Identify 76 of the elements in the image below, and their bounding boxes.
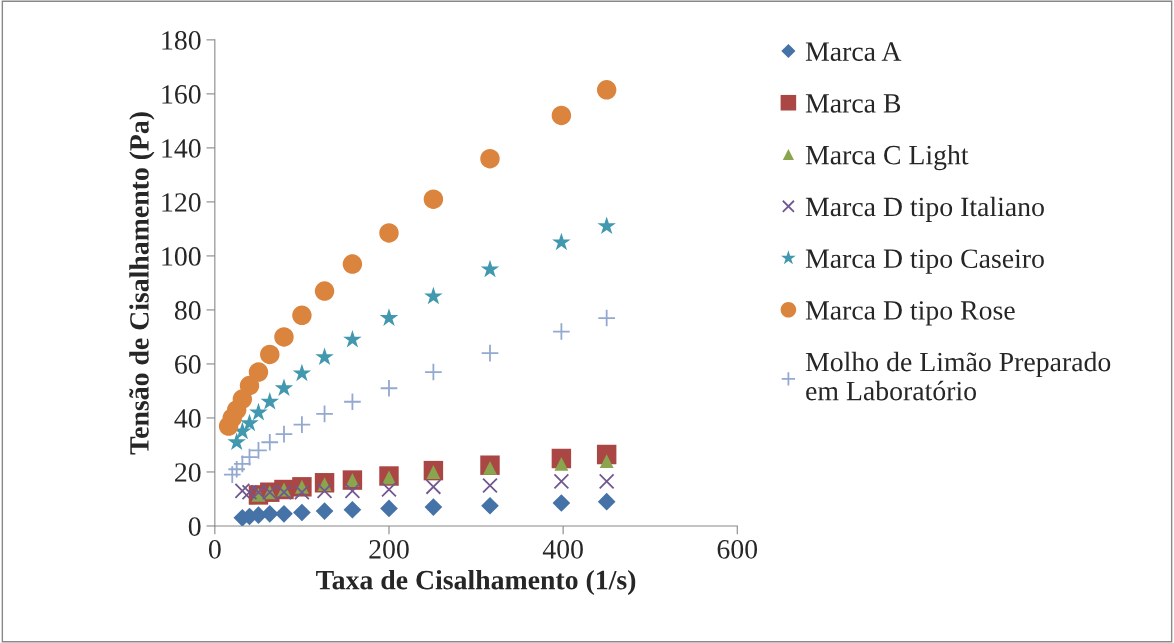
y-tick-label: 180 bbox=[162, 31, 201, 50]
x-tick-label: 0 bbox=[208, 539, 221, 559]
x-tick-label: 200 bbox=[369, 539, 409, 559]
legend-label: Marca C Light bbox=[805, 144, 969, 171]
point bbox=[240, 413, 259, 432]
y-tick-label: 120 bbox=[162, 193, 201, 212]
point bbox=[480, 259, 500, 278]
point bbox=[292, 363, 312, 382]
point bbox=[481, 496, 499, 515]
point bbox=[480, 148, 500, 169]
y-tick-label: 0 bbox=[188, 517, 201, 536]
point bbox=[227, 432, 246, 451]
y-tick-label: 100 bbox=[162, 247, 201, 266]
y-tick-label: 160 bbox=[162, 85, 201, 104]
point bbox=[482, 477, 498, 494]
point bbox=[292, 415, 312, 434]
point bbox=[241, 484, 258, 501]
point bbox=[424, 498, 443, 516]
point bbox=[598, 473, 615, 490]
point bbox=[380, 499, 398, 518]
point bbox=[597, 216, 616, 235]
point bbox=[379, 379, 399, 398]
point bbox=[315, 404, 334, 424]
point bbox=[553, 473, 570, 490]
point bbox=[552, 494, 571, 512]
point bbox=[597, 308, 616, 328]
point bbox=[260, 344, 280, 365]
y-tick-label: 20 bbox=[175, 463, 201, 482]
point bbox=[292, 305, 312, 326]
point bbox=[274, 327, 294, 347]
x-tick-label: 400 bbox=[542, 539, 583, 559]
point bbox=[552, 232, 571, 251]
point bbox=[343, 329, 362, 348]
point bbox=[315, 347, 334, 366]
point bbox=[596, 80, 617, 100]
y-tick-label: 140 bbox=[162, 139, 201, 158]
y-axis-title: Tensão de Cisalhamento (Pa) bbox=[129, 112, 155, 455]
x-tick-label: 600 bbox=[717, 539, 758, 559]
point bbox=[424, 286, 443, 305]
point bbox=[423, 189, 444, 209]
legend-label: Marca A bbox=[805, 42, 902, 61]
point bbox=[379, 308, 399, 326]
point bbox=[343, 500, 362, 519]
legend-label: Marca D tipo Rose bbox=[805, 301, 1015, 326]
y-tick-label: 80 bbox=[174, 301, 201, 320]
point bbox=[551, 105, 572, 126]
point bbox=[293, 503, 311, 522]
point bbox=[315, 502, 334, 520]
point bbox=[227, 460, 246, 479]
point bbox=[274, 424, 294, 444]
point bbox=[249, 402, 268, 421]
point bbox=[275, 504, 293, 523]
point bbox=[316, 483, 333, 499]
x-axis-title: Taxa de Cisalhamento (1/s) bbox=[316, 569, 636, 596]
point bbox=[597, 492, 616, 511]
point bbox=[314, 281, 335, 301]
point bbox=[342, 254, 363, 274]
y-tick-label: 60 bbox=[175, 355, 201, 374]
point bbox=[424, 362, 443, 382]
legend-label: Molho de Limão Preparado em Laboratório bbox=[805, 351, 1111, 401]
point bbox=[379, 223, 399, 243]
point bbox=[248, 362, 269, 382]
y-tick-label: 40 bbox=[174, 409, 201, 428]
point bbox=[344, 483, 361, 499]
point bbox=[274, 378, 294, 397]
point bbox=[343, 392, 362, 411]
point bbox=[260, 392, 280, 410]
point bbox=[480, 343, 500, 363]
point bbox=[294, 484, 310, 501]
point bbox=[425, 478, 442, 495]
legend-label: Marca B bbox=[805, 94, 901, 113]
point bbox=[239, 375, 260, 396]
legend-label: Marca D tipo Italiano bbox=[805, 196, 1044, 222]
legend-label: Marca D tipo Caseiro bbox=[805, 249, 1044, 274]
point bbox=[381, 481, 397, 498]
point bbox=[552, 322, 571, 341]
